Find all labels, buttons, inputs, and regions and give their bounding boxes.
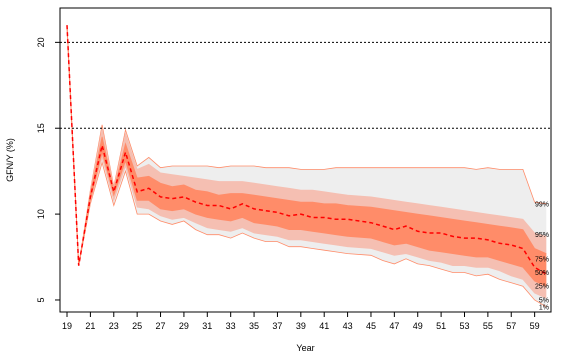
x-axis-label: Year bbox=[296, 343, 314, 353]
x-tick-label: 31 bbox=[202, 321, 212, 331]
percentile-label: 75% bbox=[535, 256, 549, 263]
x-tick-label: 37 bbox=[272, 321, 282, 331]
y-tick-label: 10 bbox=[36, 209, 46, 219]
percentile-label: 95% bbox=[535, 232, 549, 239]
x-tick-label: 25 bbox=[132, 321, 142, 331]
x-tick-label: 21 bbox=[85, 321, 95, 331]
reference-lines bbox=[60, 41, 551, 129]
x-tick-label: 29 bbox=[179, 321, 189, 331]
percentile-label: 25% bbox=[535, 284, 549, 291]
band-upper-line bbox=[66, 25, 547, 266]
x-tick-label: 55 bbox=[483, 321, 493, 331]
x-tick-label: 33 bbox=[226, 321, 236, 331]
percentile-label: 50% bbox=[535, 270, 549, 277]
x-tick-label: 49 bbox=[413, 321, 423, 331]
x-tick-label: 19 bbox=[62, 321, 72, 331]
x-tick-label: 45 bbox=[366, 321, 376, 331]
band-upper-line bbox=[66, 25, 547, 266]
x-tick-label: 39 bbox=[296, 321, 306, 331]
y-tick-label: 15 bbox=[36, 123, 46, 133]
percentile-label: 1% bbox=[539, 304, 549, 311]
x-tick-label: 57 bbox=[506, 321, 516, 331]
percentile-labels: 99% 95% 75% 50% 25% 5%1% bbox=[535, 201, 549, 311]
x-tick-label: 53 bbox=[459, 321, 469, 331]
y-tick-label: 20 bbox=[36, 37, 46, 47]
plot-frame bbox=[59, 7, 552, 313]
y-axis: 5 10 15 20 bbox=[36, 37, 60, 302]
y-tick-label: 5 bbox=[36, 297, 46, 302]
percentile-label: 5% bbox=[539, 297, 549, 304]
x-tick-label: 43 bbox=[343, 321, 353, 331]
percentile-label: 99% bbox=[535, 201, 549, 208]
band-lower-line bbox=[66, 25, 547, 299]
x-tick-label: 35 bbox=[249, 321, 259, 331]
band-lower-line bbox=[66, 25, 547, 308]
median-line bbox=[66, 25, 547, 275]
median-series bbox=[66, 25, 547, 275]
percentile-bands bbox=[66, 25, 547, 308]
band-upper-line bbox=[66, 25, 547, 266]
x-tick-label: 27 bbox=[156, 321, 166, 331]
y-axis-label: GFN/Y (%) bbox=[5, 138, 15, 182]
x-tick-label: 23 bbox=[109, 321, 119, 331]
x-tick-label: 47 bbox=[389, 321, 399, 331]
x-tick-label: 59 bbox=[530, 321, 540, 331]
x-tick-label: 51 bbox=[436, 321, 446, 331]
x-tick-label: 41 bbox=[319, 321, 329, 331]
band-5-to-95 bbox=[67, 25, 547, 299]
band-25-to-75 bbox=[67, 25, 547, 287]
x-axis: 19 21 23 25 27 29 31 33 35 37 39 41 43 45 47 49 51 53 55 57… bbox=[62, 312, 540, 331]
band-lower-line bbox=[66, 25, 547, 287]
